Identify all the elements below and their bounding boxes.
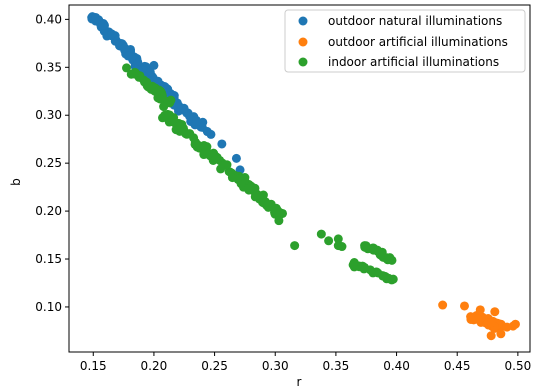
data-point — [217, 139, 227, 149]
data-point — [490, 307, 500, 317]
data-point — [475, 305, 485, 315]
data-point — [216, 164, 226, 174]
legend-marker-indoor-artificial — [298, 57, 308, 67]
data-point — [122, 63, 132, 73]
data-point — [438, 300, 448, 310]
data-point — [510, 319, 520, 329]
data-point — [192, 117, 202, 127]
data-point — [274, 216, 284, 226]
data-point — [143, 82, 153, 92]
data-point — [459, 301, 469, 311]
data-point — [231, 153, 241, 163]
y-tick-label: 0.15 — [35, 252, 62, 266]
data-point — [145, 67, 155, 77]
plot-frame — [68, 4, 531, 353]
data-point — [486, 318, 496, 328]
data-point — [324, 236, 334, 246]
data-point — [250, 192, 260, 202]
data-point — [262, 200, 272, 210]
data-point — [466, 314, 476, 324]
x-axis-label: r — [297, 375, 302, 389]
data-point — [154, 85, 164, 95]
data-point — [496, 329, 506, 339]
y-axis-ticks: 0.10 0.15 0.20 0.25 0.30 0.35 0.40 — [35, 12, 69, 314]
data-point — [360, 242, 370, 252]
data-point — [155, 94, 165, 104]
x-tick-label: 0.15 — [80, 359, 107, 373]
x-tick-label: 0.20 — [141, 359, 168, 373]
data-point — [275, 208, 285, 218]
series-1 — [438, 300, 520, 341]
data-point — [167, 115, 177, 125]
data-point — [107, 29, 117, 39]
points-layer — [87, 12, 520, 341]
x-axis-ticks: 0.15 0.20 0.25 0.30 0.35 0.40 0.45 0.50 — [80, 352, 531, 373]
x-tick-label: 0.25 — [201, 359, 228, 373]
data-point — [149, 60, 159, 70]
y-tick-label: 0.20 — [35, 204, 62, 218]
data-point — [123, 51, 133, 61]
data-point — [246, 183, 256, 193]
data-point — [373, 246, 383, 256]
legend: outdoor natural illuminations outdoor ar… — [284, 9, 526, 73]
x-tick-label: 0.35 — [323, 359, 350, 373]
legend-box — [284, 9, 526, 73]
legend-label-outdoor-natural: outdoor natural illuminations — [328, 14, 502, 28]
data-point — [365, 265, 375, 275]
legend-label-outdoor-artificial: outdoor artificial illuminations — [328, 35, 508, 49]
data-point — [98, 20, 108, 30]
data-point — [194, 141, 204, 151]
data-point — [502, 322, 512, 332]
data-point — [206, 129, 216, 139]
x-tick-label: 0.30 — [262, 359, 289, 373]
data-point — [473, 314, 483, 324]
data-point — [133, 57, 143, 67]
data-point — [333, 234, 343, 244]
data-point — [126, 69, 136, 79]
data-point — [384, 273, 394, 283]
data-point — [173, 102, 183, 112]
data-point — [383, 255, 393, 265]
y-axis-label: b — [9, 178, 23, 186]
data-point — [348, 260, 358, 270]
y-tick-label: 0.30 — [35, 108, 62, 122]
data-point — [185, 111, 195, 121]
y-tick-label: 0.40 — [35, 12, 62, 26]
x-tick-label: 0.40 — [383, 359, 410, 373]
x-tick-label: 0.45 — [444, 359, 471, 373]
data-point — [226, 167, 235, 177]
data-point — [337, 242, 347, 252]
data-point — [204, 149, 214, 159]
data-point — [159, 102, 169, 112]
y-tick-label: 0.10 — [35, 300, 62, 314]
data-point — [316, 229, 326, 239]
legend-marker-outdoor-artificial — [298, 37, 308, 47]
series-2 — [122, 63, 398, 285]
data-point — [290, 241, 300, 251]
data-point — [160, 110, 170, 120]
y-tick-label: 0.25 — [35, 156, 62, 170]
legend-marker-outdoor-natural — [298, 16, 308, 26]
data-point — [240, 173, 250, 183]
y-tick-label: 0.35 — [35, 60, 62, 74]
data-point — [486, 331, 496, 341]
legend-label-indoor-artificial: indoor artificial illuminations — [328, 55, 499, 69]
data-point — [177, 119, 187, 129]
x-tick-label: 0.50 — [505, 359, 532, 373]
